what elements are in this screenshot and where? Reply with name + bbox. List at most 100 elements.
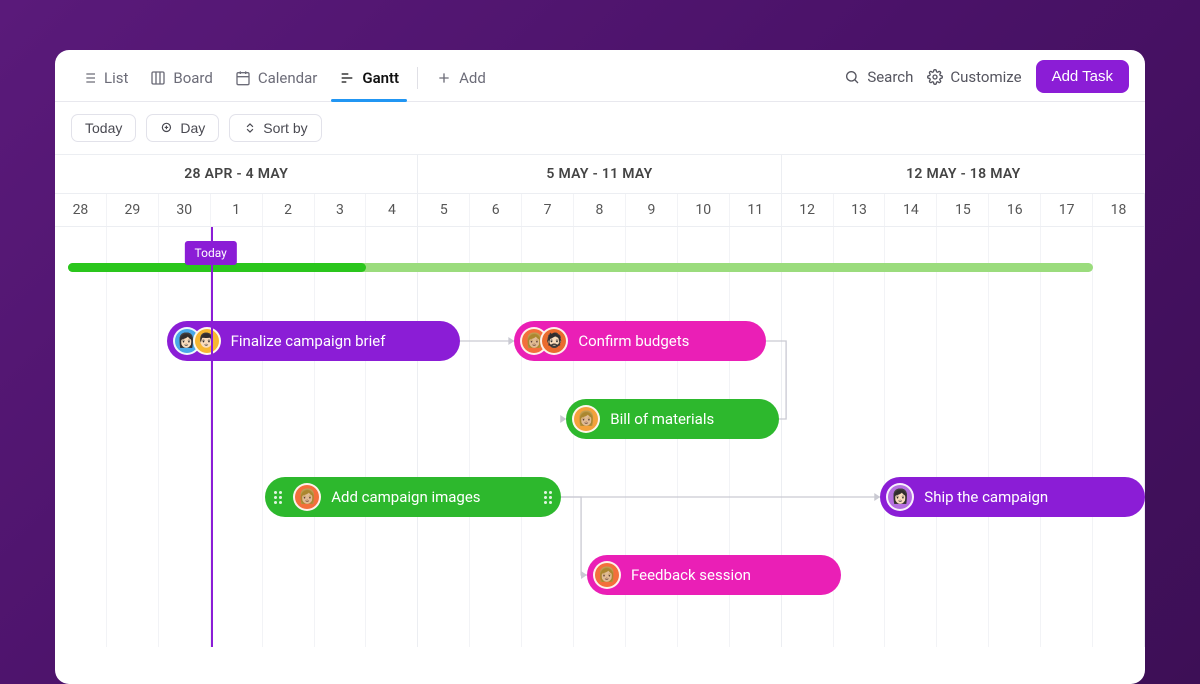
week-headers: 28 APR - 4 MAY 5 MAY - 11 MAY 12 MAY - 1… xyxy=(55,154,1145,194)
day-column-header: 16 xyxy=(989,194,1041,226)
avatar: 👩🏼 xyxy=(572,405,600,433)
day-column-header: 6 xyxy=(470,194,522,226)
grid-column xyxy=(107,227,159,647)
week-header: 5 MAY - 11 MAY xyxy=(418,155,781,193)
today-button[interactable]: Today xyxy=(71,114,136,142)
avatar: 👩🏻 xyxy=(886,483,914,511)
today-button-label: Today xyxy=(85,120,122,136)
tab-add-label: Add xyxy=(459,69,486,87)
task-bar-images[interactable]: 👩🏼 Add campaign images xyxy=(265,477,561,517)
avatar: 🧔🏻 xyxy=(540,327,568,355)
day-column-header: 5 xyxy=(418,194,470,226)
tab-add[interactable]: Add xyxy=(426,61,496,101)
add-task-button[interactable]: Add Task xyxy=(1036,60,1129,93)
tab-calendar-label: Calendar xyxy=(258,69,318,87)
day-column-header: 15 xyxy=(937,194,989,226)
resize-grip-right[interactable] xyxy=(539,491,557,504)
day-column-header: 2 xyxy=(263,194,315,226)
task-bar-confirm[interactable]: 👩🏼🧔🏻Confirm budgets xyxy=(514,321,766,361)
grid-column xyxy=(522,227,574,647)
day-column-header: 3 xyxy=(315,194,367,226)
sort-button-label: Sort by xyxy=(263,120,307,136)
task-avatars: 👩🏻👨🏻 xyxy=(173,327,221,355)
board-icon xyxy=(150,70,166,86)
zoom-button[interactable]: Day xyxy=(146,114,219,142)
tab-list[interactable]: List xyxy=(71,61,138,101)
grid-column xyxy=(470,227,522,647)
zoom-icon xyxy=(160,121,174,135)
day-column-header: 30 xyxy=(159,194,211,226)
task-bar-bom[interactable]: 👩🏼 Bill of materials xyxy=(566,399,779,439)
topbar-actions: Search Customize Add Task xyxy=(844,60,1129,101)
day-column-header: 13 xyxy=(834,194,886,226)
topbar: List Board Calendar Gantt Add xyxy=(55,50,1145,102)
day-column-header: 12 xyxy=(782,194,834,226)
grid-column xyxy=(989,227,1041,647)
grid-column xyxy=(211,227,263,647)
today-marker xyxy=(211,227,213,647)
tab-board[interactable]: Board xyxy=(140,61,222,101)
day-column-header: 8 xyxy=(574,194,626,226)
task-avatars: 👩🏼 xyxy=(293,483,321,511)
calendar-icon xyxy=(235,70,251,86)
search-label: Search xyxy=(867,68,913,86)
gantt-icon xyxy=(339,70,355,86)
tabs-divider xyxy=(417,67,418,89)
grid-column xyxy=(263,227,315,647)
day-headers: 282930123456789101112131415161718 xyxy=(55,194,1145,227)
day-column-header: 14 xyxy=(885,194,937,226)
task-label: Ship the campaign xyxy=(924,488,1048,506)
tab-calendar[interactable]: Calendar xyxy=(225,61,328,101)
tab-gantt-label: Gantt xyxy=(362,69,399,87)
sort-button[interactable]: Sort by xyxy=(229,114,321,142)
gantt-chart: Today 👩🏻👨🏻 Finalize campaign brief 👩🏼🧔🏻Conf… xyxy=(55,227,1145,647)
week-header: 28 APR - 4 MAY xyxy=(55,155,418,193)
task-label: Bill of materials xyxy=(610,410,714,428)
grid-column xyxy=(159,227,211,647)
app-window: List Board Calendar Gantt Add xyxy=(55,50,1145,684)
task-avatars: 👩🏼🧔🏻 xyxy=(520,327,568,355)
tab-board-label: Board xyxy=(173,69,212,87)
day-column-header: 28 xyxy=(55,194,107,226)
day-column-header: 7 xyxy=(522,194,574,226)
customize-action[interactable]: Customize xyxy=(927,68,1021,86)
gear-icon xyxy=(927,69,943,85)
day-column-header: 29 xyxy=(107,194,159,226)
day-column-header: 18 xyxy=(1093,194,1145,226)
grid-column xyxy=(1041,227,1093,647)
customize-label: Customize xyxy=(950,68,1021,86)
sort-icon xyxy=(243,121,257,135)
search-icon xyxy=(844,69,860,85)
avatar: 👩🏼 xyxy=(593,561,621,589)
grid-column xyxy=(366,227,418,647)
day-column-header: 17 xyxy=(1041,194,1093,226)
day-column-header: 11 xyxy=(730,194,782,226)
sub-toolbar: Today Day Sort by xyxy=(55,102,1145,154)
day-column-header: 4 xyxy=(366,194,418,226)
task-bar-feedback[interactable]: 👩🏼 Feedback session xyxy=(587,555,841,595)
list-icon xyxy=(81,70,97,86)
task-label: Add campaign images xyxy=(331,488,480,506)
day-column-header: 10 xyxy=(678,194,730,226)
grid-column xyxy=(937,227,989,647)
tab-gantt[interactable]: Gantt xyxy=(329,61,409,101)
week-header: 12 MAY - 18 MAY xyxy=(782,155,1145,193)
today-badge: Today xyxy=(185,241,237,265)
task-avatars: 👩🏻 xyxy=(886,483,914,511)
grid-column xyxy=(885,227,937,647)
task-bar-ship[interactable]: 👩🏻 Ship the campaign xyxy=(880,477,1145,517)
view-tabs: List Board Calendar Gantt Add xyxy=(71,61,496,101)
search-action[interactable]: Search xyxy=(844,68,913,86)
resize-grip-left[interactable] xyxy=(269,491,287,504)
avatar: 👩🏼 xyxy=(293,483,321,511)
day-column-header: 9 xyxy=(626,194,678,226)
grid-column xyxy=(834,227,886,647)
task-label: Feedback session xyxy=(631,566,751,584)
grid-column xyxy=(418,227,470,647)
grid-column xyxy=(315,227,367,647)
grid-column xyxy=(1093,227,1145,647)
task-avatars: 👩🏼 xyxy=(593,561,621,589)
grid-column xyxy=(55,227,107,647)
plus-icon xyxy=(436,70,452,86)
task-label: Finalize campaign brief xyxy=(231,332,386,350)
